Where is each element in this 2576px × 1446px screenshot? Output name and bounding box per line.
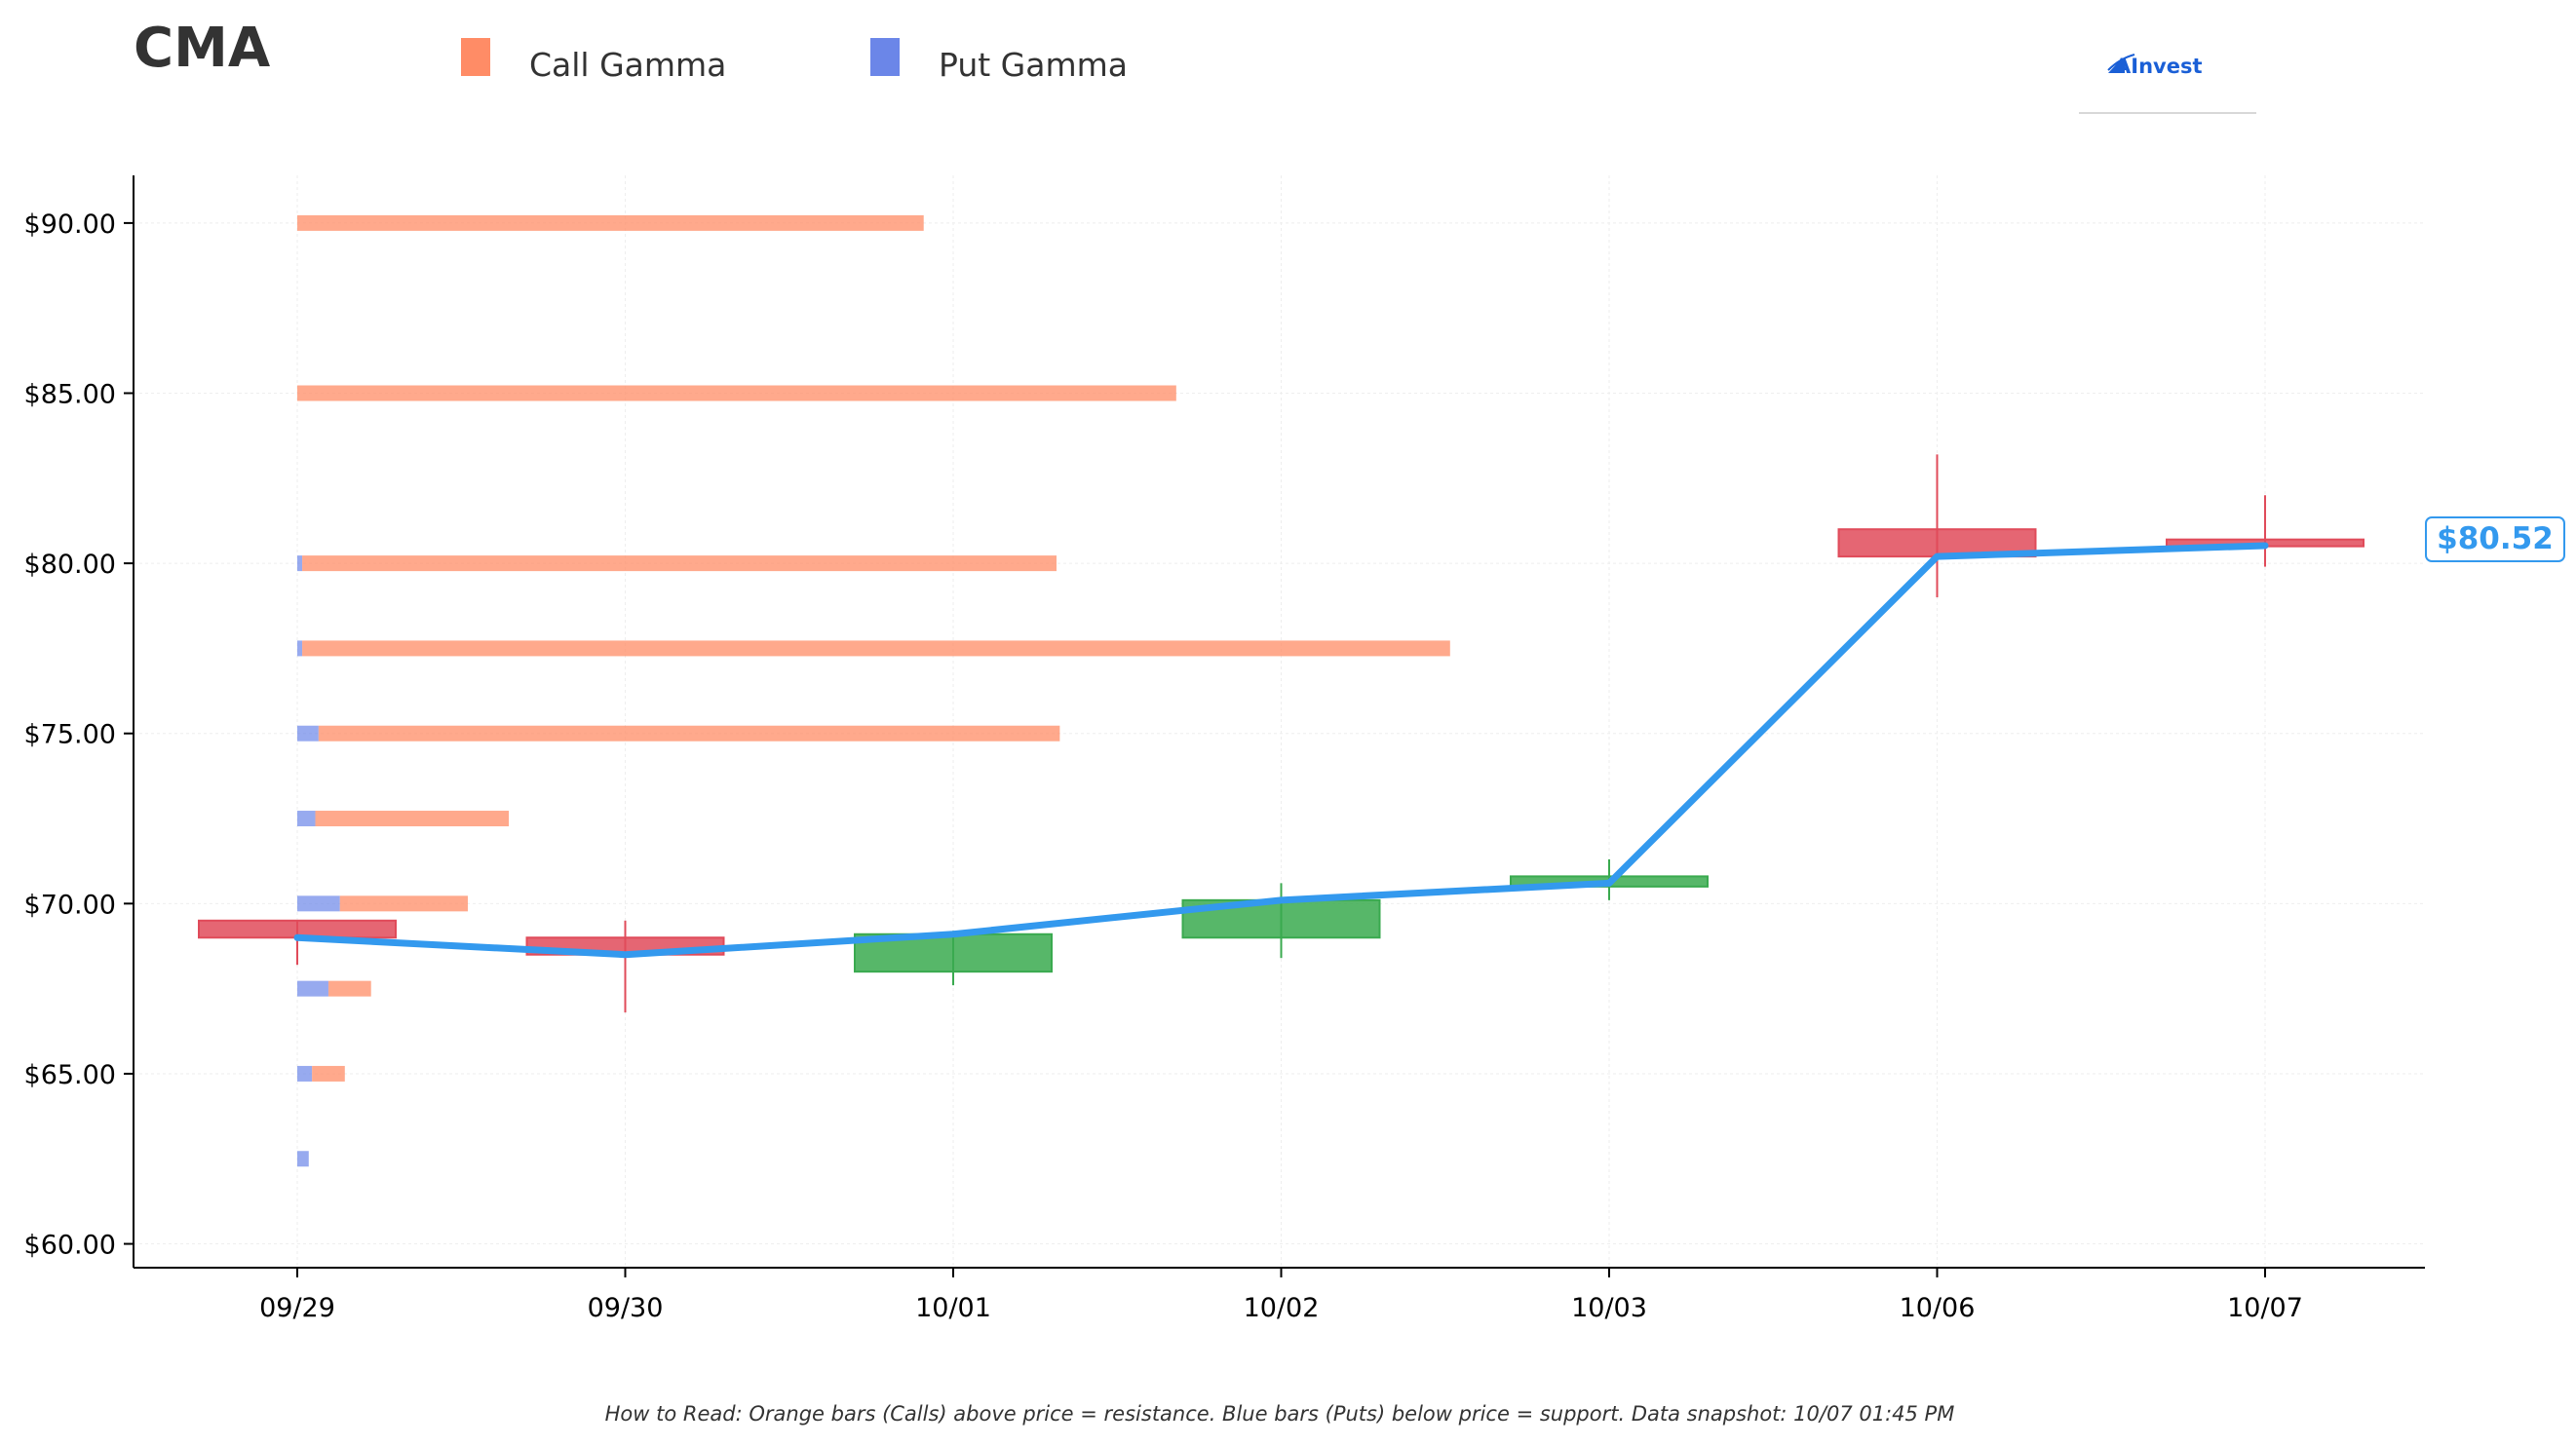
put-gamma-bar-2 [297, 555, 303, 572]
call-gamma-bar-7 [327, 980, 371, 997]
legend-swatch-put [870, 38, 900, 76]
y-tick-label-1: $65.00 [24, 1060, 116, 1090]
call-gamma-bar-2 [302, 555, 1057, 572]
put-gamma-bar-9 [297, 1151, 309, 1167]
x-ticks: 09/29 09/30 10/01 10/02 10/03 10/06 10/07 [259, 1268, 2303, 1323]
price-line [293, 542, 2269, 959]
y-tick-label-6: $90.00 [24, 209, 116, 240]
call-gamma-bar-4 [318, 725, 1060, 742]
legend-label-put: Put Gamma [939, 46, 1128, 84]
logo-text: AInvest [2115, 55, 2203, 78]
y-tick-label-5: $85.00 [24, 380, 116, 410]
current-price-label: $80.52 [2437, 521, 2554, 556]
current-price-box [2425, 516, 2565, 562]
x-tick-label-4: 10/03 [1571, 1293, 1647, 1323]
call-gamma-bar-0 [297, 214, 924, 231]
y-tick-label-0: $60.00 [24, 1231, 116, 1261]
y-tick-label-3: $75.00 [24, 720, 116, 750]
y-tick-label-4: $80.00 [24, 550, 116, 580]
call-gamma-bar-3 [302, 640, 1450, 657]
put-gamma-bar-8 [297, 1065, 313, 1082]
put-gamma-bar-4 [297, 725, 319, 742]
logo-arrow-icon [2107, 54, 2135, 71]
call-gamma-bar-1 [297, 385, 1176, 401]
legend: Call Gamma Put Gamma [461, 38, 1128, 84]
x-tick-label-3: 10/02 [1244, 1293, 1320, 1323]
put-gamma-bar-3 [297, 640, 303, 657]
axes [133, 175, 2425, 1269]
current-price-badge: $80.52 [2425, 516, 2565, 562]
legend-label-call: Call Gamma [529, 46, 726, 84]
x-tick-label-1: 09/30 [588, 1293, 664, 1323]
x-tick-label-6: 10/07 [2227, 1293, 2303, 1323]
put-gamma-bar-7 [297, 980, 328, 997]
x-tick-label-2: 10/01 [915, 1293, 991, 1323]
price-polyline [293, 542, 2269, 959]
y-tick-label-2: $70.00 [24, 890, 116, 920]
logo-bars-icon [2108, 58, 2125, 73]
footnote: How to Read: Orange bars (Calls) above p… [605, 1402, 1955, 1426]
chart-title: CMA [134, 17, 271, 80]
call-gamma-bar-8 [312, 1065, 345, 1082]
call-gamma-bar-6 [339, 895, 468, 912]
put-gamma-bar-6 [297, 895, 340, 912]
x-tick-label-0: 09/29 [259, 1293, 335, 1323]
call-gamma-bar-5 [315, 811, 510, 827]
x-tick-label-5: 10/06 [1900, 1293, 1976, 1323]
gamma-bars [297, 214, 1450, 1167]
put-gamma-bar-5 [297, 811, 316, 827]
ainvest-logo: AInvest [2079, 54, 2256, 114]
grid [134, 175, 2425, 1268]
legend-swatch-call [461, 38, 490, 76]
y-ticks: $60.00 $65.00 $70.00 $75.00 $80.00 $85.00 $90.… [24, 209, 134, 1261]
